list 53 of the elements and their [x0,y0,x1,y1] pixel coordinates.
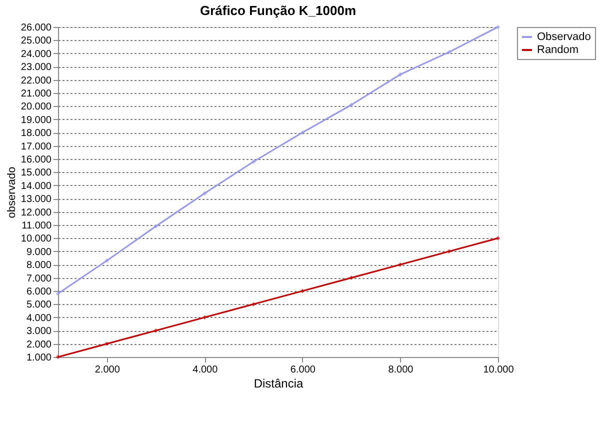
y-tick-label: 13.000 [20,194,52,206]
y-tick-label: 14.000 [20,180,52,192]
point [300,289,304,293]
y-tick-label: 1.000 [26,352,52,364]
y-tick-label: 6.000 [26,286,52,298]
y-tick-label: 20.000 [20,102,52,113]
y-tick-label: 26.000 [20,22,52,34]
y-tick-label: 17.000 [20,141,52,152]
point [202,191,207,196]
x-tick-label: 10.000 [483,364,514,376]
x-tick-label: 8.000 [388,364,414,376]
x-axis-title: Distância [254,376,304,390]
legend-label: Observado [537,31,591,43]
y-tick-label: 10.000 [20,234,52,245]
y-tick-label: 11.000 [22,220,52,232]
y-tick-label: 9.000 [26,246,52,258]
line-series [56,25,500,296]
y-tick-label: 5.000 [26,300,52,311]
point [252,160,256,164]
point [398,72,402,76]
point [154,224,158,228]
y-tick-label: 4.000 [26,312,52,324]
point [398,262,402,266]
point [300,130,304,134]
point [154,328,158,332]
y-tick-label: 23.000 [20,62,52,74]
point [202,316,207,320]
chart-title: Gráfico Função K_1000m [200,3,356,18]
y-tick-label: 21.000 [20,88,52,100]
y-tick-label: 18.000 [20,128,52,140]
point [447,50,451,54]
y-tick-label: 12.000 [20,207,52,218]
y-axis-title: observado [6,166,18,218]
point [105,342,109,346]
y-tick-label: 19.000 [20,114,52,126]
y-tick-label: 16.000 [20,154,52,166]
legend-label: Random [537,44,579,56]
point [349,103,354,107]
y-tick-label: 22.000 [20,75,52,86]
point [105,258,109,263]
y-tick-label: 3.000 [26,326,52,338]
point [447,250,451,254]
y-tick-label: 7.000 [26,273,52,284]
y-tick-label: 2.000 [26,339,52,350]
x-tick-label: 6.000 [290,364,316,376]
y-tick-label: 24.000 [20,48,52,60]
x-tick-label: 2.000 [94,364,120,376]
point [349,276,354,280]
point [252,302,256,306]
y-tick-label: 8.000 [26,260,52,272]
x-tick-label: 4.000 [192,364,218,376]
y-tick-label: 25.000 [20,36,52,47]
y-tick-label: 15.000 [20,168,52,179]
